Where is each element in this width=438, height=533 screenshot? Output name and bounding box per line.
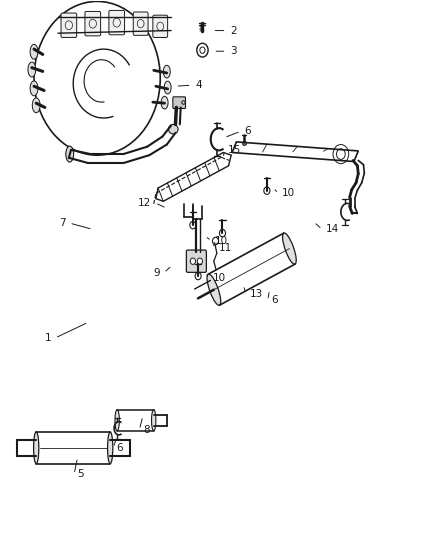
Text: 10: 10 [212,273,226,283]
Ellipse shape [28,62,36,77]
Text: 3: 3 [230,46,237,56]
Text: 7: 7 [59,218,66,228]
Ellipse shape [30,44,38,59]
FancyBboxPatch shape [85,12,101,36]
Ellipse shape [163,65,170,78]
Text: 15: 15 [228,145,241,155]
Text: 1: 1 [45,333,51,343]
FancyBboxPatch shape [153,15,168,37]
Text: 4: 4 [195,80,201,90]
Text: 8: 8 [143,425,149,435]
Ellipse shape [152,410,156,431]
Ellipse shape [108,432,113,464]
Ellipse shape [161,96,168,109]
Circle shape [190,258,195,264]
Text: 12: 12 [138,198,152,208]
Text: 6: 6 [271,295,278,305]
Text: 6: 6 [117,443,124,453]
Text: 6: 6 [244,126,251,136]
Ellipse shape [207,274,221,305]
Ellipse shape [169,124,178,134]
Ellipse shape [66,146,74,162]
FancyBboxPatch shape [109,11,124,35]
Text: 11: 11 [219,243,232,253]
Ellipse shape [115,410,119,431]
Ellipse shape [32,98,40,113]
Ellipse shape [34,432,39,464]
Ellipse shape [283,233,296,264]
Text: 14: 14 [325,224,339,235]
FancyBboxPatch shape [133,12,148,35]
FancyBboxPatch shape [173,97,185,109]
Text: 9: 9 [154,268,160,278]
FancyBboxPatch shape [186,250,206,272]
Text: 2: 2 [230,26,237,36]
Ellipse shape [164,81,171,94]
Text: 5: 5 [78,470,84,479]
Text: 10: 10 [215,236,228,246]
Text: 13: 13 [250,289,263,299]
FancyBboxPatch shape [61,13,77,37]
Ellipse shape [30,81,38,96]
Text: 10: 10 [282,188,295,198]
Circle shape [197,258,202,264]
